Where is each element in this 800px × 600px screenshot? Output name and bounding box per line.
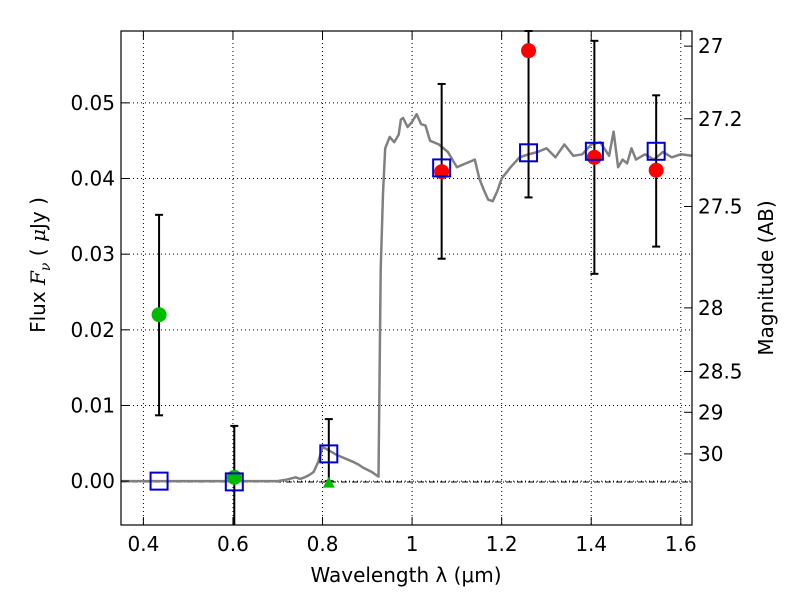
x-tick-label: 0.8 bbox=[307, 532, 339, 556]
y-tick-label-right: 28.5 bbox=[698, 359, 743, 383]
y-label-part-3: ν bbox=[38, 262, 54, 271]
model-point-square bbox=[319, 444, 339, 464]
model-point-square bbox=[519, 143, 539, 163]
y-tick-label-right: 29 bbox=[698, 400, 723, 424]
data-point-circle bbox=[521, 43, 537, 59]
y-axis-label-left: Flux Fν ( μJy ) bbox=[26, 197, 54, 333]
x-tick-label: 0.6 bbox=[217, 532, 249, 556]
y-tick-label-left: 0.04 bbox=[70, 167, 115, 191]
y-axis-label-right: Magnitude (AB) bbox=[754, 200, 778, 355]
y-tick-label-right: 27.5 bbox=[698, 195, 743, 219]
data-point-circle bbox=[151, 307, 167, 323]
data-point-triangle bbox=[322, 476, 335, 488]
axis-ticks bbox=[121, 31, 692, 525]
x-tick-label: 1 bbox=[406, 532, 419, 556]
y-label-part-2: F bbox=[26, 270, 50, 286]
y-tick-label-left: 0.02 bbox=[70, 318, 115, 342]
y-tick-label-left: 0.01 bbox=[70, 393, 115, 417]
plot-frame bbox=[120, 30, 693, 526]
x-tick-label: 0.4 bbox=[127, 532, 159, 556]
grid-lines bbox=[121, 31, 692, 525]
y-tick-label-right: 30 bbox=[698, 442, 723, 466]
y-tick-label-right: 28 bbox=[698, 296, 723, 320]
y-tick-label-right: 27 bbox=[698, 34, 723, 58]
x-tick-label: 1.6 bbox=[665, 532, 697, 556]
y-tick-label-left: 0.00 bbox=[70, 469, 115, 493]
error-bars bbox=[155, 30, 661, 525]
y-tick-label-left: 0.03 bbox=[70, 242, 115, 266]
y-label-part-1: Flux bbox=[26, 285, 50, 333]
y-label-part-4: ( bbox=[26, 242, 50, 263]
y-tick-label-left: 0.05 bbox=[70, 91, 115, 115]
model-point-square bbox=[149, 471, 169, 491]
data-point-circle bbox=[586, 149, 602, 165]
model-point-square bbox=[432, 158, 452, 178]
x-tick-label: 1.2 bbox=[486, 532, 518, 556]
data-point-circle bbox=[226, 469, 242, 485]
data-point-circle bbox=[648, 162, 664, 178]
tick-labels: 0.4 0.6 0.8 1 1.2 1.4 1.6 0.00 0.01 0.02 0.03 0.04 0… bbox=[70, 34, 742, 556]
y-label-part-5: μ bbox=[26, 229, 50, 242]
x-axis-label: Wavelength λ (μm) bbox=[310, 563, 501, 587]
y-label-part-6: Jy ) bbox=[26, 197, 50, 231]
model-point-square bbox=[646, 141, 666, 161]
x-tick-label: 1.4 bbox=[575, 532, 607, 556]
model-spectrum-line bbox=[121, 112, 693, 483]
data-markers bbox=[149, 43, 666, 492]
model-point-square bbox=[224, 472, 244, 492]
y-tick-label-right: 27.2 bbox=[698, 107, 743, 131]
model-point-square bbox=[584, 141, 604, 161]
